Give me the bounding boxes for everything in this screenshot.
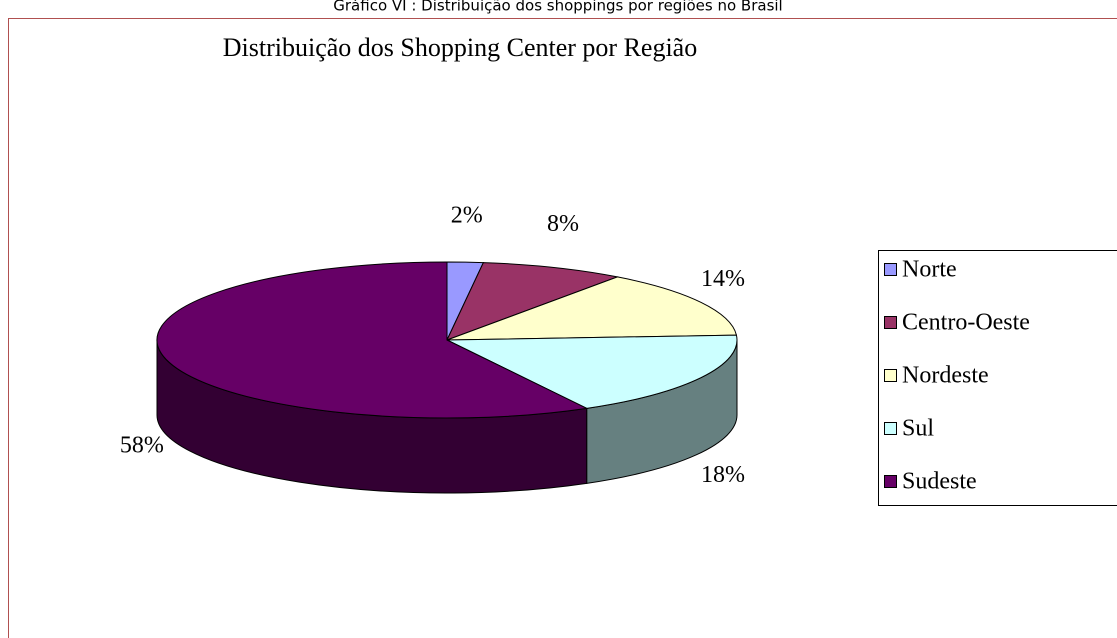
legend-label: Sul <box>902 416 934 442</box>
legend-swatch <box>884 316 897 329</box>
legend-swatch <box>884 422 897 435</box>
chart-title: Distribuição dos Shopping Center por Reg… <box>223 33 697 62</box>
chart-frame <box>8 18 1117 638</box>
slice <box>156 261 589 419</box>
legend-box <box>878 250 1117 506</box>
data-label: 18% <box>701 462 745 488</box>
caption: Gráfico VI : Distribuição dos shoppings … <box>333 0 782 15</box>
legend-label: Norte <box>902 257 957 283</box>
legend-label: Nordeste <box>902 363 989 389</box>
slice <box>446 334 738 409</box>
data-label: 14% <box>701 266 745 292</box>
legend-swatch <box>884 475 897 488</box>
legend-swatch <box>884 263 897 276</box>
slice <box>446 262 620 341</box>
data-label: 8% <box>547 211 579 237</box>
legend-label: Centro-Oeste <box>902 310 1030 336</box>
legend-swatch <box>884 369 897 382</box>
data-label: 2% <box>451 203 483 229</box>
slice <box>446 276 738 341</box>
legend-label: Sudeste <box>902 469 977 495</box>
data-label: 58% <box>120 432 164 458</box>
